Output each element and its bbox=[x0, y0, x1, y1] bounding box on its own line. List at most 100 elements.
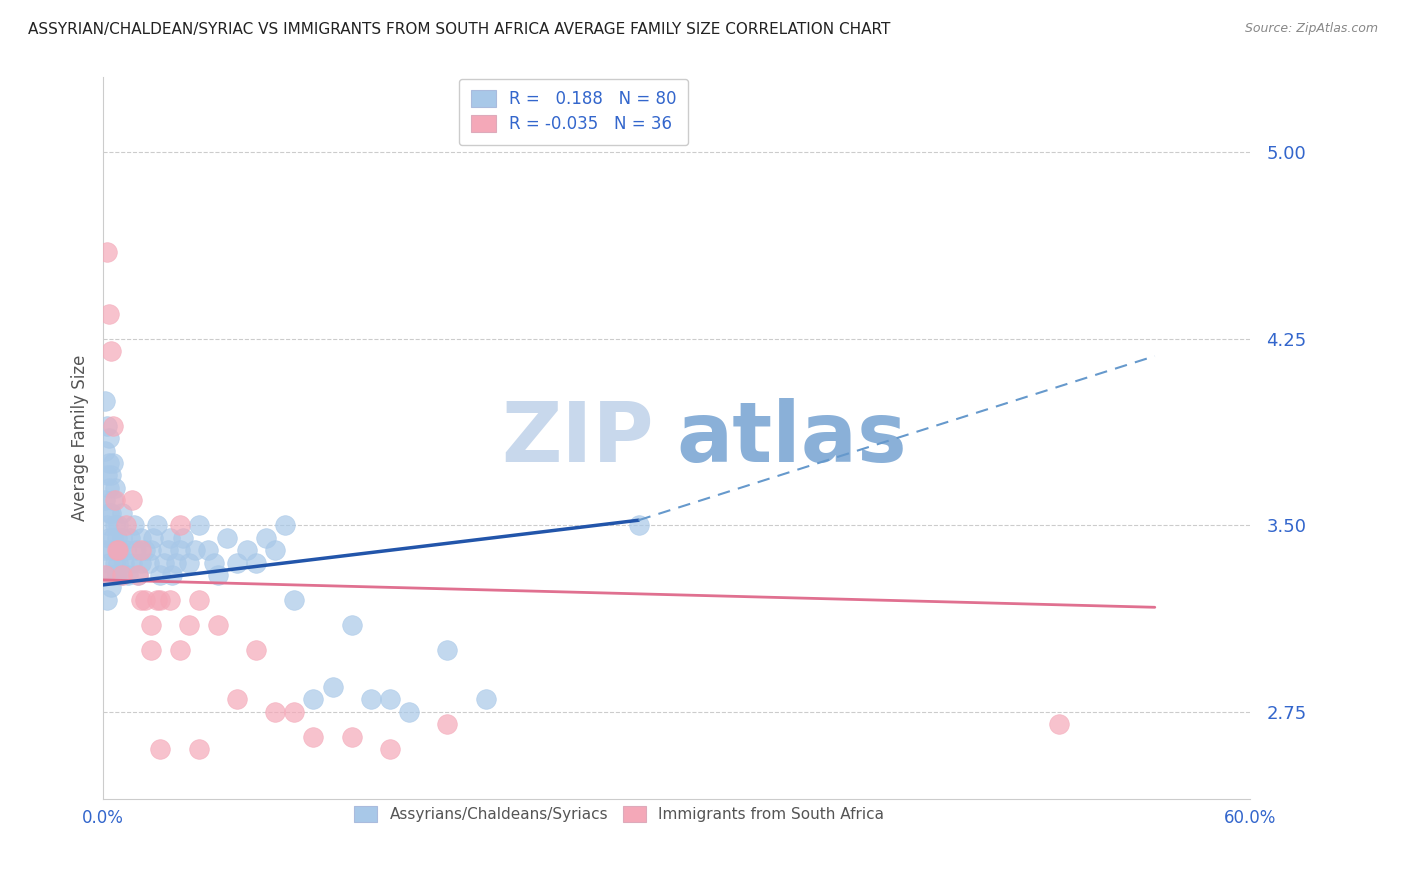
Point bbox=[169, 518, 191, 533]
Point bbox=[153, 556, 176, 570]
Point bbox=[101, 568, 124, 582]
Text: Source: ZipAtlas.com: Source: ZipAtlas.com bbox=[1244, 22, 1378, 36]
Point bbox=[97, 556, 120, 570]
Point bbox=[360, 692, 382, 706]
Point bbox=[94, 393, 117, 408]
Point bbox=[111, 568, 134, 582]
Point bbox=[378, 692, 401, 706]
Point bbox=[172, 531, 194, 545]
Point bbox=[197, 543, 219, 558]
Point bbox=[627, 518, 650, 533]
Point bbox=[283, 592, 305, 607]
Point bbox=[139, 642, 162, 657]
Point bbox=[149, 592, 172, 607]
Point bbox=[134, 543, 156, 558]
Point bbox=[302, 730, 325, 744]
Point bbox=[139, 543, 162, 558]
Point bbox=[105, 531, 128, 545]
Point bbox=[97, 531, 120, 545]
Point bbox=[101, 493, 124, 508]
Point bbox=[100, 543, 122, 558]
Point bbox=[96, 592, 118, 607]
Point bbox=[145, 518, 167, 533]
Point bbox=[1047, 717, 1070, 731]
Point bbox=[131, 543, 153, 558]
Point bbox=[139, 617, 162, 632]
Point bbox=[101, 531, 124, 545]
Point bbox=[121, 556, 143, 570]
Point bbox=[131, 531, 153, 545]
Point bbox=[142, 531, 165, 545]
Point bbox=[94, 443, 117, 458]
Point bbox=[149, 742, 172, 756]
Point bbox=[398, 705, 420, 719]
Point bbox=[138, 556, 160, 570]
Point bbox=[107, 543, 129, 558]
Text: atlas: atlas bbox=[676, 398, 907, 479]
Point bbox=[264, 543, 287, 558]
Point bbox=[187, 592, 209, 607]
Point bbox=[97, 431, 120, 445]
Point bbox=[127, 568, 149, 582]
Point bbox=[97, 456, 120, 470]
Point bbox=[124, 543, 146, 558]
Point bbox=[378, 742, 401, 756]
Point bbox=[104, 481, 127, 495]
Point bbox=[187, 518, 209, 533]
Point bbox=[97, 506, 120, 520]
Point bbox=[340, 730, 363, 744]
Point bbox=[131, 556, 153, 570]
Point bbox=[107, 518, 129, 533]
Point bbox=[96, 418, 118, 433]
Point bbox=[149, 568, 172, 582]
Point bbox=[97, 481, 120, 495]
Point bbox=[94, 493, 117, 508]
Point bbox=[179, 556, 201, 570]
Point bbox=[207, 617, 229, 632]
Point bbox=[101, 418, 124, 433]
Point bbox=[184, 543, 207, 558]
Point bbox=[115, 518, 138, 533]
Text: ASSYRIAN/CHALDEAN/SYRIAC VS IMMIGRANTS FROM SOUTH AFRICA AVERAGE FAMILY SIZE COR: ASSYRIAN/CHALDEAN/SYRIAC VS IMMIGRANTS F… bbox=[28, 22, 890, 37]
Point bbox=[104, 518, 127, 533]
Y-axis label: Average Family Size: Average Family Size bbox=[72, 355, 89, 521]
Point bbox=[134, 592, 156, 607]
Point bbox=[474, 692, 496, 706]
Point bbox=[169, 642, 191, 657]
Point bbox=[121, 493, 143, 508]
Point bbox=[100, 581, 122, 595]
Point bbox=[159, 531, 181, 545]
Point bbox=[96, 468, 118, 483]
Point bbox=[117, 568, 139, 582]
Point bbox=[436, 642, 458, 657]
Point bbox=[340, 617, 363, 632]
Point bbox=[100, 344, 122, 359]
Point bbox=[207, 568, 229, 582]
Point bbox=[111, 506, 134, 520]
Point bbox=[100, 506, 122, 520]
Point bbox=[235, 543, 257, 558]
Point bbox=[122, 518, 145, 533]
Point bbox=[131, 592, 153, 607]
Point bbox=[217, 531, 239, 545]
Point bbox=[160, 568, 183, 582]
Point bbox=[436, 717, 458, 731]
Point bbox=[96, 568, 118, 582]
Point bbox=[100, 468, 122, 483]
Point bbox=[226, 692, 249, 706]
Point bbox=[115, 543, 138, 558]
Point bbox=[105, 568, 128, 582]
Point bbox=[169, 543, 191, 558]
Point bbox=[97, 307, 120, 321]
Point bbox=[264, 705, 287, 719]
Legend: Assyrians/Chaldeans/Syriacs, Immigrants from South Africa: Assyrians/Chaldeans/Syriacs, Immigrants … bbox=[342, 794, 897, 835]
Point bbox=[101, 456, 124, 470]
Point bbox=[254, 531, 277, 545]
Point bbox=[111, 568, 134, 582]
Point bbox=[202, 556, 225, 570]
Point bbox=[96, 518, 118, 533]
Point bbox=[104, 493, 127, 508]
Point bbox=[226, 556, 249, 570]
Point bbox=[187, 742, 209, 756]
Point bbox=[104, 556, 127, 570]
